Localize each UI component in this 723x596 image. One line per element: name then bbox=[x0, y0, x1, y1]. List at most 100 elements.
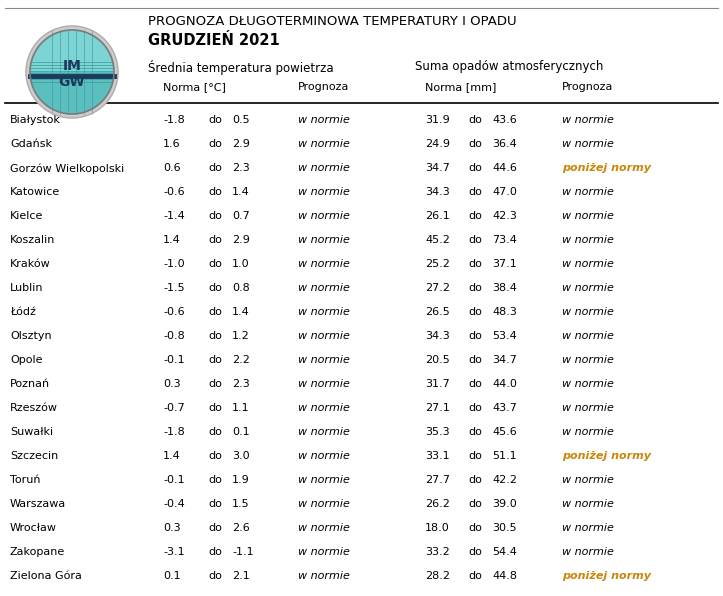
Text: do: do bbox=[208, 499, 222, 509]
Text: 2.2: 2.2 bbox=[232, 355, 250, 365]
Text: 1.2: 1.2 bbox=[232, 331, 249, 341]
Text: do: do bbox=[208, 355, 222, 365]
Text: do: do bbox=[208, 475, 222, 485]
Text: do: do bbox=[468, 283, 482, 293]
Circle shape bbox=[26, 26, 118, 118]
Text: w normie: w normie bbox=[298, 187, 350, 197]
Text: do: do bbox=[468, 259, 482, 269]
Text: 1.9: 1.9 bbox=[232, 475, 249, 485]
Text: Toruń: Toruń bbox=[10, 475, 40, 485]
Text: IM: IM bbox=[63, 59, 82, 73]
Text: Suma opadów atmosferycznych: Suma opadów atmosferycznych bbox=[415, 60, 604, 73]
Text: 18.0: 18.0 bbox=[425, 523, 450, 533]
Text: do: do bbox=[468, 187, 482, 197]
Text: 27.1: 27.1 bbox=[425, 403, 450, 413]
Text: 3.0: 3.0 bbox=[232, 451, 249, 461]
Text: do: do bbox=[468, 139, 482, 149]
Text: 33.2: 33.2 bbox=[425, 547, 450, 557]
Text: Katowice: Katowice bbox=[10, 187, 60, 197]
Text: Warszawa: Warszawa bbox=[10, 499, 67, 509]
Text: do: do bbox=[208, 547, 222, 557]
Text: do: do bbox=[208, 523, 222, 533]
Text: w normie: w normie bbox=[562, 259, 614, 269]
Text: 0.7: 0.7 bbox=[232, 211, 249, 221]
Text: w normie: w normie bbox=[298, 211, 350, 221]
Text: 1.4: 1.4 bbox=[163, 235, 181, 245]
Text: Łódź: Łódź bbox=[10, 307, 36, 317]
Text: -0.1: -0.1 bbox=[163, 475, 184, 485]
Text: w normie: w normie bbox=[562, 523, 614, 533]
Text: do: do bbox=[468, 163, 482, 173]
Wedge shape bbox=[30, 72, 114, 114]
Text: do: do bbox=[208, 379, 222, 389]
Text: Średnia temperatura powietrza: Średnia temperatura powietrza bbox=[148, 60, 333, 75]
Text: 53.4: 53.4 bbox=[492, 331, 517, 341]
Text: 26.5: 26.5 bbox=[425, 307, 450, 317]
Text: 44.6: 44.6 bbox=[492, 163, 517, 173]
Text: GRUDZIEŃ 2021: GRUDZIEŃ 2021 bbox=[148, 33, 280, 48]
Text: w normie: w normie bbox=[562, 331, 614, 341]
Text: 1.1: 1.1 bbox=[232, 403, 249, 413]
Text: -0.4: -0.4 bbox=[163, 499, 185, 509]
Text: do: do bbox=[208, 235, 222, 245]
Text: do: do bbox=[468, 403, 482, 413]
Text: -0.6: -0.6 bbox=[163, 307, 184, 317]
Text: 26.2: 26.2 bbox=[425, 499, 450, 509]
Text: 42.3: 42.3 bbox=[492, 211, 517, 221]
Text: 35.3: 35.3 bbox=[425, 427, 450, 437]
Text: Zakopane: Zakopane bbox=[10, 547, 65, 557]
Text: 27.2: 27.2 bbox=[425, 283, 450, 293]
Text: do: do bbox=[208, 571, 222, 581]
Text: Olsztyn: Olsztyn bbox=[10, 331, 51, 341]
Text: do: do bbox=[208, 283, 222, 293]
Text: w normie: w normie bbox=[298, 139, 350, 149]
Text: 38.4: 38.4 bbox=[492, 283, 517, 293]
Text: Zielona Góra: Zielona Góra bbox=[10, 571, 82, 581]
Text: w normie: w normie bbox=[298, 307, 350, 317]
Text: w normie: w normie bbox=[298, 235, 350, 245]
Text: do: do bbox=[208, 211, 222, 221]
Text: do: do bbox=[468, 235, 482, 245]
Text: do: do bbox=[468, 523, 482, 533]
Text: 54.4: 54.4 bbox=[492, 547, 517, 557]
Text: 39.0: 39.0 bbox=[492, 499, 517, 509]
Text: 1.4: 1.4 bbox=[163, 451, 181, 461]
Text: 27.7: 27.7 bbox=[425, 475, 450, 485]
Text: w normie: w normie bbox=[298, 379, 350, 389]
Text: -3.1: -3.1 bbox=[163, 547, 184, 557]
Text: do: do bbox=[208, 403, 222, 413]
Text: -1.1: -1.1 bbox=[232, 547, 254, 557]
Text: 0.5: 0.5 bbox=[232, 115, 249, 125]
Text: w normie: w normie bbox=[298, 523, 350, 533]
Text: do: do bbox=[208, 259, 222, 269]
Text: do: do bbox=[208, 331, 222, 341]
Text: do: do bbox=[208, 139, 222, 149]
Text: w normie: w normie bbox=[562, 499, 614, 509]
Text: 2.9: 2.9 bbox=[232, 139, 250, 149]
Text: PROGNOZA DŁUGOTERMINOWA TEMPERATURY I OPADU: PROGNOZA DŁUGOTERMINOWA TEMPERATURY I OP… bbox=[148, 15, 517, 28]
Text: w normie: w normie bbox=[562, 187, 614, 197]
Text: do: do bbox=[468, 307, 482, 317]
Text: w normie: w normie bbox=[562, 115, 614, 125]
Text: w normie: w normie bbox=[298, 259, 350, 269]
Text: 44.8: 44.8 bbox=[492, 571, 517, 581]
Text: -1.8: -1.8 bbox=[163, 427, 185, 437]
Text: do: do bbox=[468, 571, 482, 581]
Text: 1.6: 1.6 bbox=[163, 139, 181, 149]
Text: Wrocław: Wrocław bbox=[10, 523, 57, 533]
Text: 0.6: 0.6 bbox=[163, 163, 181, 173]
Text: 48.3: 48.3 bbox=[492, 307, 517, 317]
Text: w normie: w normie bbox=[562, 307, 614, 317]
Text: 42.2: 42.2 bbox=[492, 475, 517, 485]
Text: do: do bbox=[468, 547, 482, 557]
Text: 1.5: 1.5 bbox=[232, 499, 249, 509]
Text: Prognoza: Prognoza bbox=[562, 82, 613, 92]
Text: w normie: w normie bbox=[562, 475, 614, 485]
Text: 34.7: 34.7 bbox=[492, 355, 517, 365]
Text: w normie: w normie bbox=[298, 163, 350, 173]
Text: 26.1: 26.1 bbox=[425, 211, 450, 221]
Text: Kielce: Kielce bbox=[10, 211, 43, 221]
Text: 73.4: 73.4 bbox=[492, 235, 517, 245]
Text: Opole: Opole bbox=[10, 355, 43, 365]
Text: 2.3: 2.3 bbox=[232, 379, 249, 389]
